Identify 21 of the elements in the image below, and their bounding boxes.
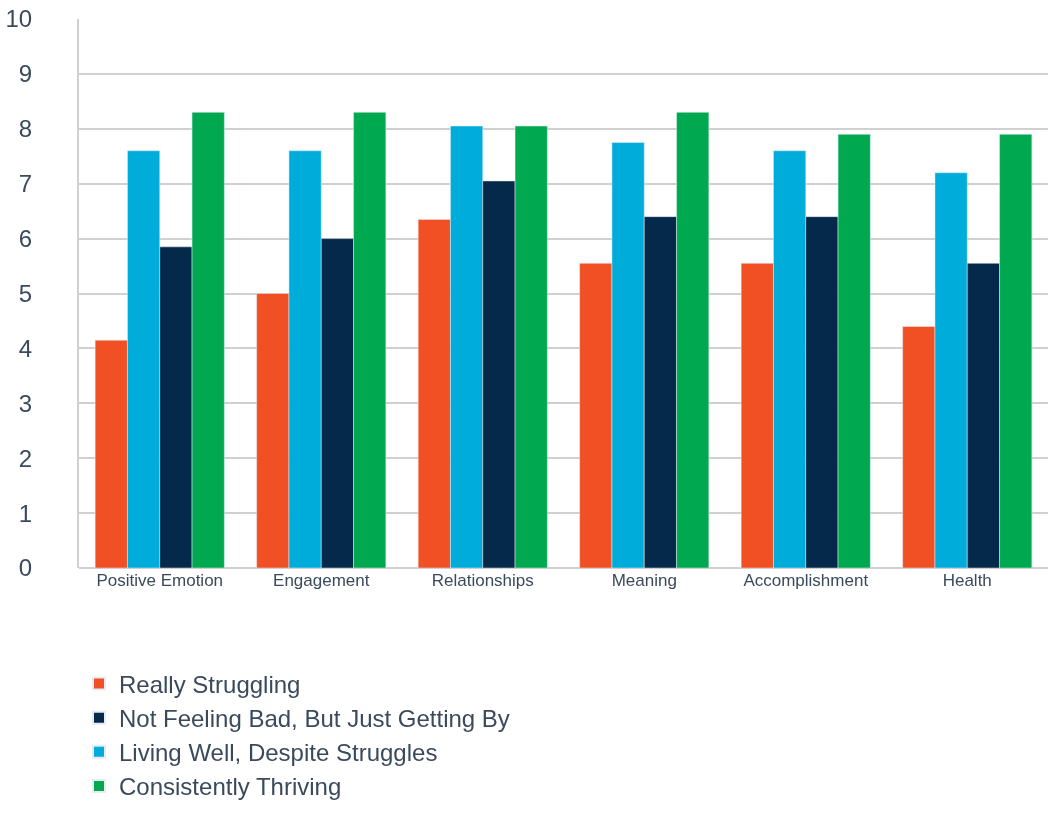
y-tick-label: 4: [18, 334, 33, 362]
y-tick-label: 3: [18, 389, 33, 417]
legend-label: Not Feeling Bad, But Just Getting By: [119, 704, 510, 732]
legend-label: Living Well, Despite Struggles: [119, 739, 438, 767]
x-tick-label: Meaning: [611, 571, 677, 590]
y-tick-label: 10: [5, 5, 33, 33]
y-tick-label: 5: [18, 279, 33, 307]
x-tick-label: Health: [942, 571, 992, 590]
y-tick-label: 8: [18, 115, 33, 143]
y-tick-label: 2: [18, 444, 33, 472]
y-tick-label: 9: [18, 60, 33, 88]
y-tick-label: 7: [18, 170, 33, 198]
legend-label: Really Struggling: [119, 670, 301, 698]
x-tick-label: Engagement: [273, 571, 370, 590]
x-tick-label: Accomplishment: [743, 571, 869, 590]
y-tick-label: 1: [18, 499, 33, 527]
y-tick-label: 0: [18, 554, 33, 582]
x-tick-label: Positive Emotion: [96, 571, 224, 590]
legend-label: Consistently Thriving: [119, 773, 342, 801]
y-tick-label: 6: [18, 225, 33, 252]
x-tick-label: Relationships: [431, 571, 534, 590]
